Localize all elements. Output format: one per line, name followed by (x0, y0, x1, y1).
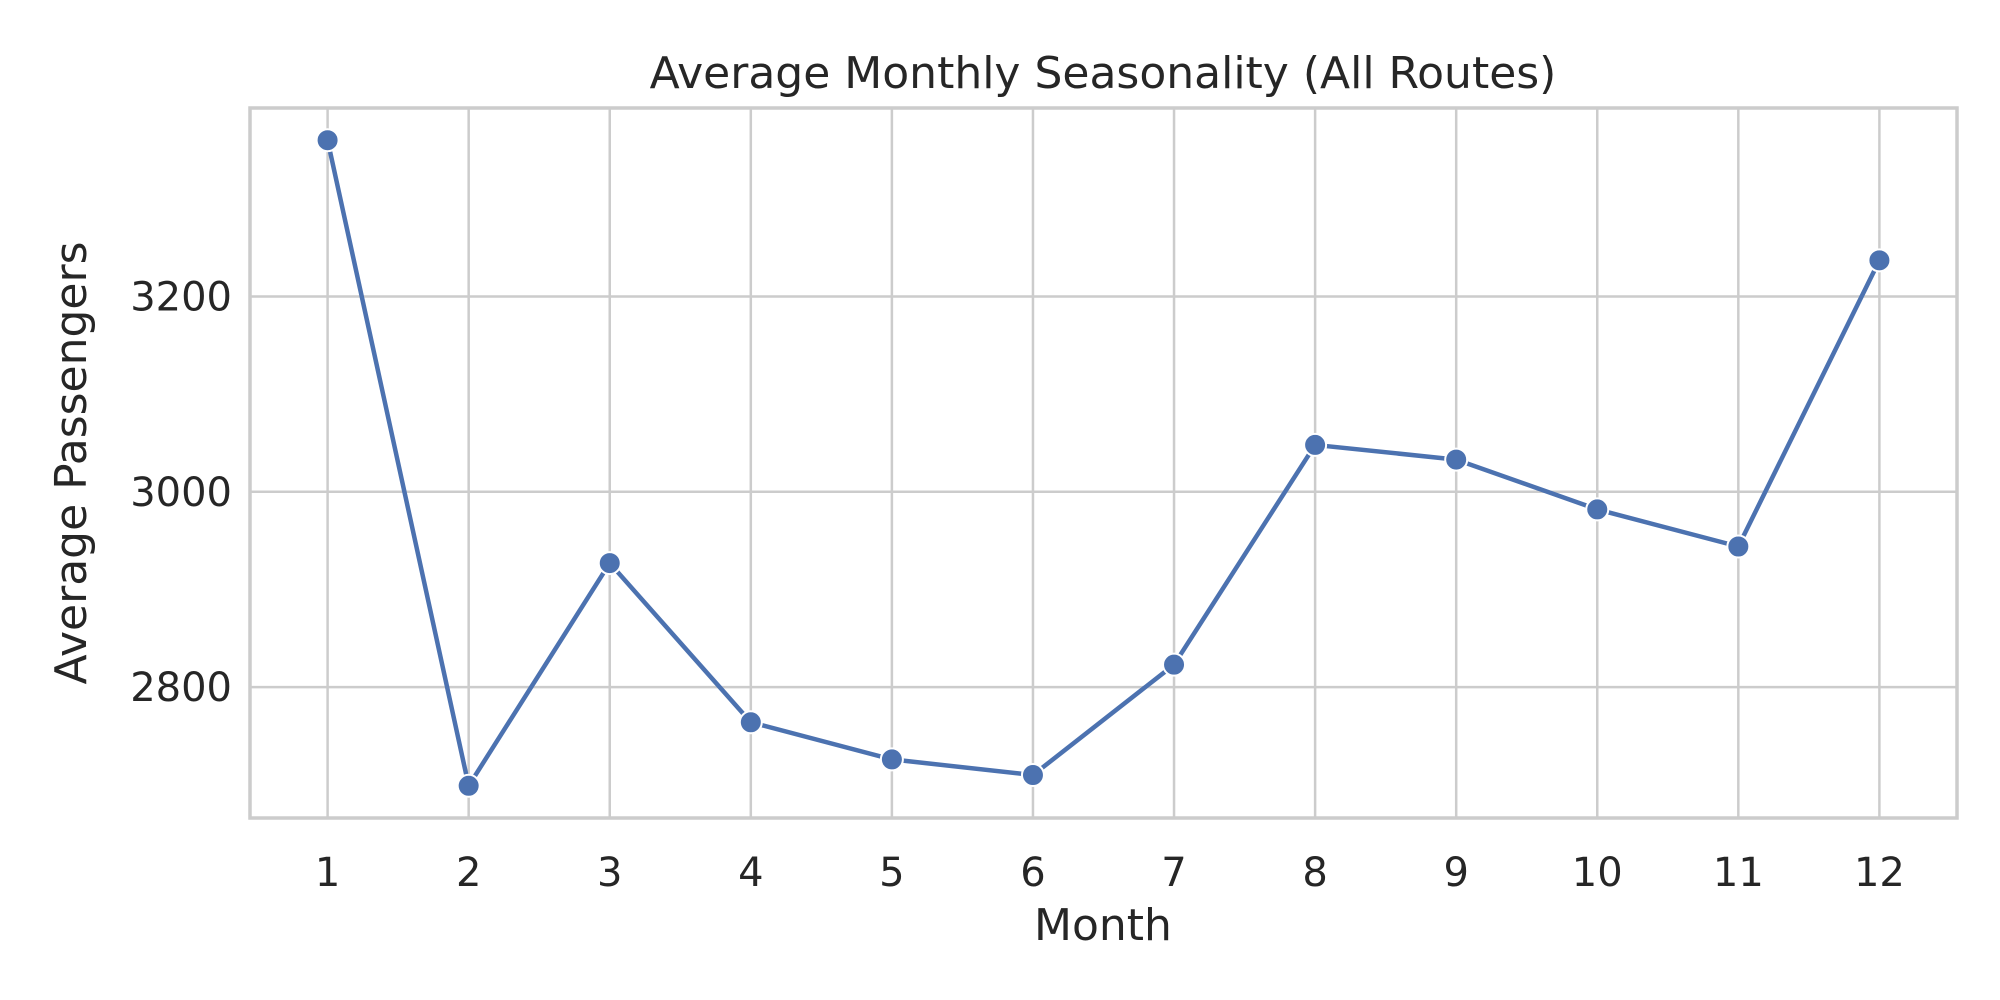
x-tick-label: 8 (1302, 850, 1327, 896)
data-point (738, 710, 763, 735)
data-point (1585, 497, 1610, 522)
y-axis-label: Average Passengers (46, 241, 97, 684)
data-point (1162, 652, 1187, 677)
x-tick-label: 5 (879, 850, 904, 896)
data-point (1020, 763, 1045, 788)
x-tick-label: 7 (1161, 850, 1186, 896)
y-tick-label: 3200 (130, 274, 232, 320)
series-layer (315, 128, 1892, 798)
x-tick-label: 6 (1020, 850, 1045, 896)
y-tick-label: 3000 (130, 470, 232, 516)
data-point (879, 747, 904, 772)
x-tick-label: 11 (1713, 850, 1764, 896)
x-tick-label: 3 (597, 850, 622, 896)
x-tick-label: 1 (315, 850, 340, 896)
x-tick-label: 9 (1443, 850, 1468, 896)
series-line (325, 137, 1882, 789)
x-tick-label: 12 (1854, 850, 1905, 896)
data-point (315, 128, 340, 153)
grid-lines (250, 108, 1957, 818)
x-tick-label: 4 (738, 850, 763, 896)
data-point (1726, 534, 1751, 559)
chart-title: Average Monthly Seasonality (All Routes) (650, 48, 1557, 99)
x-tick-label: 10 (1572, 850, 1623, 896)
data-point (456, 773, 481, 798)
plot-frame (248, 106, 1959, 820)
data-point (1444, 447, 1469, 472)
data-point (1867, 248, 1892, 273)
data-point (597, 551, 622, 576)
x-tick-label: 2 (456, 850, 481, 896)
data-point (1303, 432, 1328, 457)
y-tick-label: 2800 (130, 665, 232, 711)
x-axis-label: Month (1034, 900, 1172, 951)
